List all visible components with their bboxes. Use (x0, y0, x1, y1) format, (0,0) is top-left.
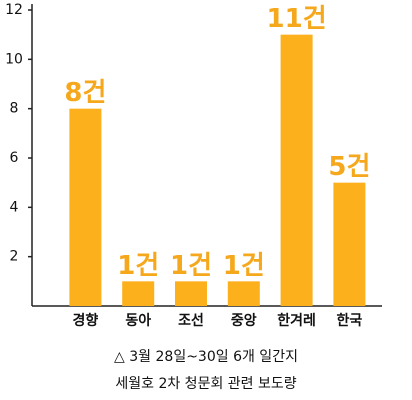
x-tick-label: 한겨레 (277, 313, 316, 329)
value-label: 5건 (328, 152, 370, 182)
value-label: 1건 (223, 251, 265, 281)
value-label: 1건 (170, 251, 212, 281)
bar (227, 281, 260, 306)
bar (280, 34, 313, 307)
x-tick-label: 조선 (178, 313, 204, 329)
y-tick-label: 2 (10, 249, 19, 265)
caption: 세월호 2차 청문회 관련 보도량 (115, 376, 296, 392)
x-tick-label: 중앙 (231, 312, 257, 329)
y-tick-label: 6 (10, 150, 19, 166)
bar (333, 182, 366, 306)
y-tick-label: 4 (10, 199, 19, 215)
caption: △ 3월 28일~30일 6개 일간지 (114, 349, 298, 365)
y-tick-label: 12 (5, 2, 23, 18)
x-tick-label: 경향 (73, 312, 99, 329)
bar (175, 281, 207, 306)
bar (69, 108, 102, 307)
value-label: 1건 (117, 251, 159, 281)
x-tick-label: 한국 (337, 313, 363, 329)
x-tick-label: 동아 (125, 312, 151, 329)
value-label: 8건 (64, 78, 106, 108)
y-tick-label: 8 (10, 101, 19, 117)
bar (122, 281, 155, 306)
y-tick-label: 10 (5, 51, 23, 67)
value-label: 11건 (267, 4, 327, 34)
